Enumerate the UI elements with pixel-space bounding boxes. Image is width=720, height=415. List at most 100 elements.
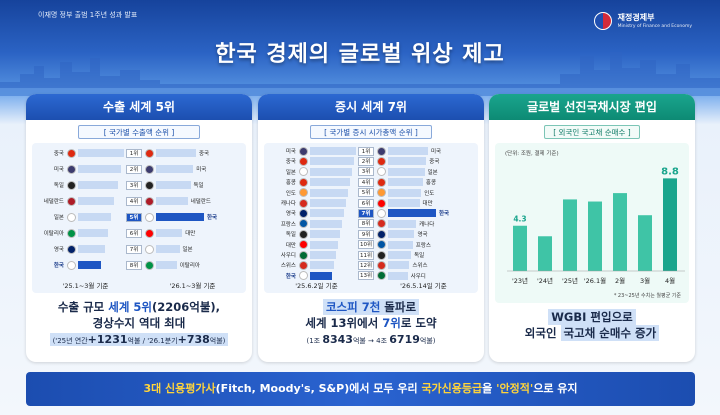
- stock-panel-tag: [ 국가별 증시 시가총액 순위 ]: [310, 125, 432, 139]
- stock-left-row: 캐나다: [266, 197, 346, 209]
- stock-right-row: 일본: [377, 166, 438, 178]
- export-right-bar: [156, 181, 191, 189]
- export-right-country: 중국: [199, 151, 210, 157]
- stock-right-bar: [388, 240, 413, 249]
- stock-right-bar: [388, 199, 420, 207]
- ministry-logo: 재정경제부 Ministry of Finance and Economy: [593, 12, 692, 30]
- stock-right-bar: [388, 147, 428, 155]
- stock-right-country: 사우디: [410, 273, 426, 280]
- stock-right-row: 인도: [377, 187, 434, 199]
- flag-icon: [299, 250, 308, 260]
- stock-right-row: 대만: [377, 197, 433, 209]
- stock-rank: 1위: [358, 146, 374, 156]
- export-right-bar: [156, 213, 204, 221]
- stock-panel: 증시 세계 7위 [ 국가별 증시 시가총액 순위 ] '25.6.2일 기준 …: [258, 94, 484, 362]
- stock-left-country: 독일: [285, 232, 296, 239]
- stock-line2-c: 로 도약: [400, 316, 437, 330]
- flag-icon: [67, 180, 76, 190]
- flag-icon: [377, 198, 386, 208]
- flag-icon: [377, 208, 386, 218]
- export-left-country: 미국: [53, 167, 64, 173]
- export-left-row: 영국: [34, 243, 105, 255]
- export-left-country: 한국: [53, 263, 64, 269]
- stock-rank: 6위: [358, 198, 374, 208]
- flag-icon: [377, 156, 386, 166]
- export-left-row: 미국: [34, 163, 121, 175]
- stock-left-country: 캐나다: [280, 201, 296, 207]
- bond-bar: [563, 199, 577, 271]
- stock-right-bar: [388, 219, 417, 228]
- stock-left-row: 한국: [266, 270, 332, 282]
- flag-icon: [299, 240, 308, 250]
- stock-line1-b: 돌파로: [380, 300, 417, 314]
- ministry-name: 재정경제부: [617, 12, 655, 22]
- flag-icon: [299, 188, 308, 198]
- stock-right-bar: [388, 251, 412, 259]
- export-note-b: +1231: [87, 333, 128, 346]
- flag-icon: [145, 260, 154, 270]
- stock-left-country: 미국: [285, 149, 296, 155]
- stock-left-country: 한국: [285, 273, 296, 280]
- chart-footnote: * 23~25년 수치는 월평균 기준: [613, 293, 681, 299]
- x-tick-label: '25년: [562, 276, 578, 285]
- flag-icon: [377, 250, 386, 260]
- export-rank-chart: '25.1~3월 기준 '26.1~3월 기준 중국 1위 중국 미국 2위 미국 독일 3위…: [32, 143, 246, 293]
- credit-rating-banner: 3대 신용평가사(Fitch, Moody's, S&P)에서 모두 우리 국가…: [26, 372, 695, 406]
- flag-icon: [67, 196, 76, 206]
- x-tick-label: 2월: [615, 276, 625, 285]
- stock-line2-a: 세계 13위에서: [305, 316, 383, 330]
- stock-rank: 4위: [358, 177, 374, 187]
- export-dates: '25.1~3월 기준 '26.1~3월 기준: [32, 280, 246, 290]
- stock-headline: 코스피 7천 돌파로 세계 13위에서 7위로 도약: [258, 299, 484, 331]
- export-left-row: 중국: [34, 147, 124, 159]
- export-right-row: 한국: [145, 211, 217, 223]
- export-left-bar: [78, 181, 118, 189]
- export-left-country: 영국: [53, 247, 64, 253]
- flag-icon: [145, 180, 154, 190]
- stock-left-row: 중국: [266, 155, 354, 167]
- export-right-row: 네덜란드: [145, 195, 211, 207]
- export-right-country: 일본: [182, 247, 193, 253]
- stock-left-country: 일본: [285, 169, 296, 176]
- banner-f: 으로 유지: [533, 382, 578, 395]
- x-tick-label: 4월: [665, 276, 675, 285]
- bond-line2-b: 국고채 순매수 증가: [560, 325, 660, 341]
- export-line1-b: 세계 5위: [108, 300, 152, 314]
- stock-right-bar: [388, 230, 415, 239]
- top-caption: 이재명 정부 출범 1주년 성과 발표: [38, 11, 138, 19]
- export-panel-title: 수출 세계 5위: [26, 94, 252, 120]
- x-tick-label: '26.1월: [584, 276, 606, 285]
- stock-rank: 13위: [358, 271, 374, 281]
- stock-right-row: 홍콩: [377, 176, 436, 188]
- stock-left-bar: [310, 167, 352, 176]
- banner-d: 을: [482, 382, 497, 395]
- stock-left-row: 영국: [266, 207, 344, 219]
- chart-unit: (단위: 조원, 결제 기준): [505, 151, 559, 157]
- stock-right-row: 독일: [377, 249, 424, 261]
- export-line1-a: 수출 규모: [57, 300, 109, 314]
- stock-right-row: 미국: [377, 145, 441, 157]
- stock-left-row: 일본: [266, 166, 352, 178]
- flag-icon: [377, 229, 386, 239]
- stock-left-country: 프랑스: [280, 221, 296, 228]
- bond-chart-svg: '23년 4.3 '24년 '25년 '26.1월 2월 3월 4월 8.8: [507, 166, 685, 285]
- export-right-country: 독일: [193, 183, 204, 189]
- export-date-left: '25.1~3월 기준: [62, 282, 109, 290]
- banner-c: 국가신용등급: [421, 382, 483, 395]
- flag-icon: [377, 188, 386, 198]
- flag-icon: [299, 198, 308, 208]
- stock-date-right: '26.5.14일 기준: [400, 282, 447, 290]
- bond-bar: [588, 201, 602, 271]
- stock-left-row: 독일: [266, 228, 340, 240]
- stock-left-bar: [310, 251, 336, 259]
- bond-bar: [613, 193, 627, 271]
- flag-icon: [377, 260, 386, 270]
- stock-left-row: 인도: [266, 187, 348, 199]
- stock-right-country: 독일: [414, 253, 425, 259]
- stock-right-bar: [388, 178, 423, 187]
- bond-bar: [513, 225, 527, 271]
- export-left-country: 중국: [53, 151, 64, 157]
- stock-note-b: 8343: [322, 333, 353, 346]
- stock-right-bar: [388, 167, 425, 176]
- stock-line2-b: 7위: [382, 316, 401, 330]
